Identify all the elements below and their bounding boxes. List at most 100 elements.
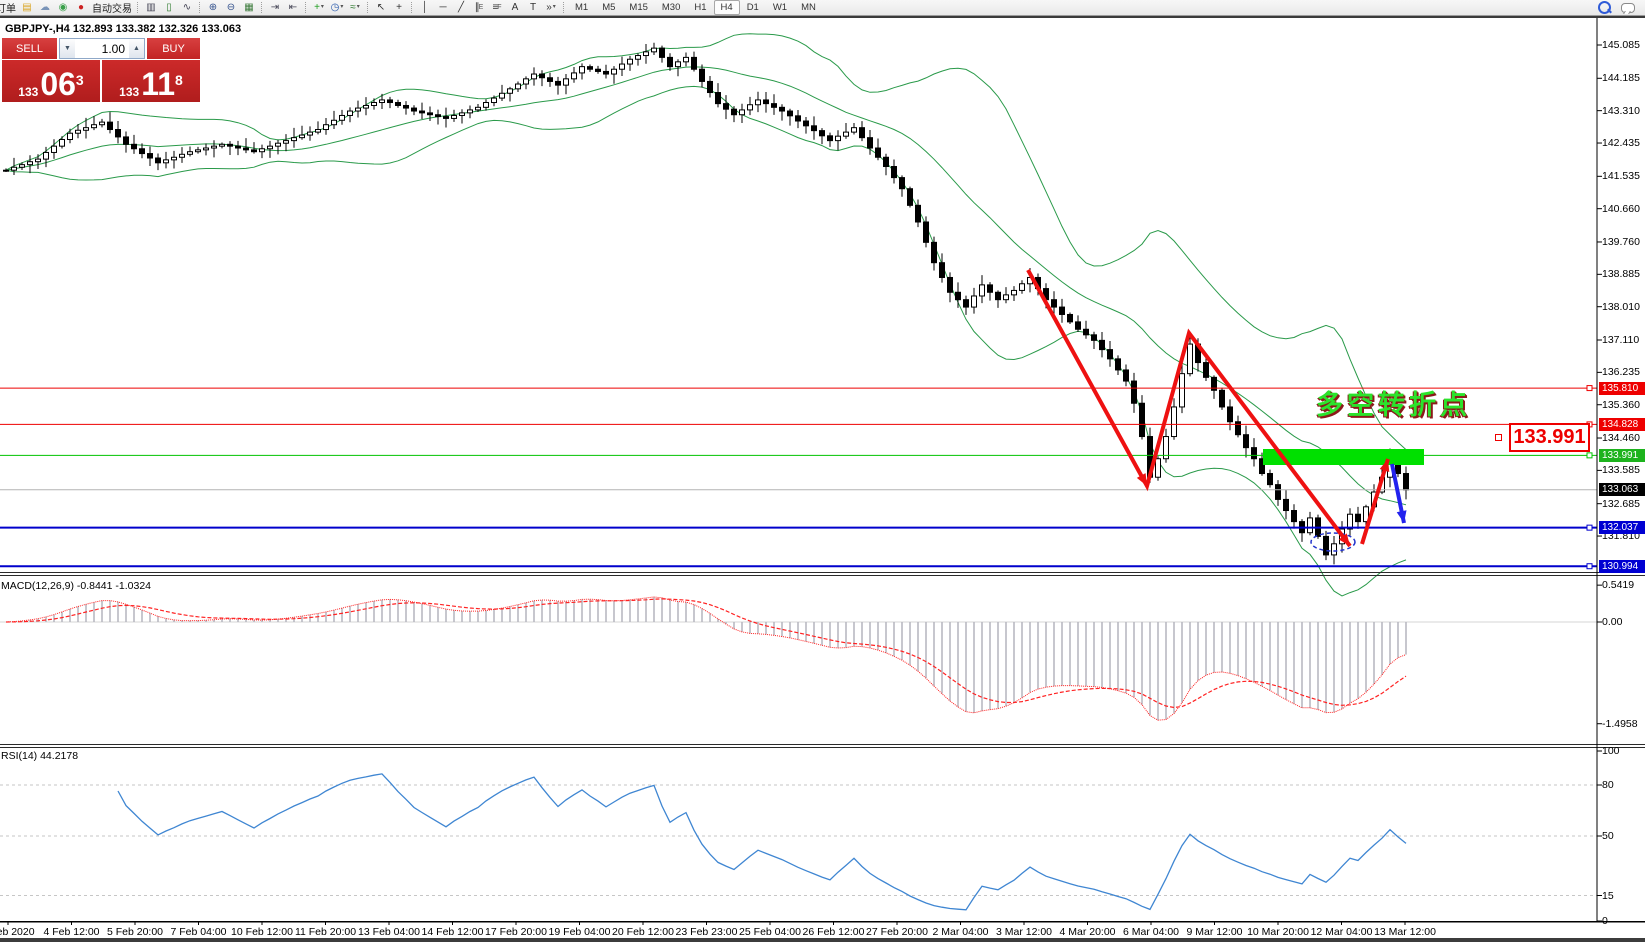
arrowhead [1136,473,1147,486]
periods-clock-icon[interactable]: ◷ ▾ [330,2,344,13]
price-tick-label: 142.435 [1602,137,1640,150]
candle-body [995,291,1001,301]
zoom-out-icon[interactable]: ⊖ [226,2,236,13]
text-label-icon[interactable]: T [529,2,537,13]
buy-price-display[interactable]: 133 11 8 [102,60,200,102]
timeframe-button-m15[interactable]: M15 [629,2,648,13]
candle-body [1203,362,1209,378]
trendline-icon[interactable]: ╱ [457,2,465,13]
bollinger-middle-band [5,66,1407,506]
candle-body [11,166,17,171]
time-axis-label: 6 Mar 04:00 [1122,926,1180,938]
toolbar-separator [199,2,201,13]
candle-body [1403,473,1409,491]
candle-body [275,142,281,147]
timeframe-button-d1[interactable]: D1 [746,2,759,13]
time-axis-label: 13 Mar 12:00 [1374,926,1436,938]
candle-body [571,72,577,80]
text-icon[interactable]: A [511,2,519,13]
candle-body [467,109,473,114]
chart-shift-icon[interactable]: ⇤ [288,2,298,13]
candle-body [691,56,697,70]
panel-separator [0,575,1645,576]
search-icon[interactable] [1595,1,1613,15]
cloud-icon[interactable]: ☁ [40,2,50,13]
timeframe-button-h4[interactable]: H4 [713,0,740,15]
candle-body [779,106,785,112]
time-axis-label: 27 Feb 20:00 [866,926,928,938]
equidistant-channel-icon[interactable]: ∥ E [474,2,484,13]
indicators-add-icon[interactable]: + ▾ [314,2,324,13]
buy-price-sup: 8 [175,72,183,88]
buy-button[interactable]: BUY [147,38,200,59]
candle-body [163,159,169,164]
candle-body [147,153,153,159]
chevron-down-icon: ▼ [64,45,71,52]
chart-annotation-text[interactable]: 多空转折点 [1316,390,1471,420]
candle-body [867,137,873,149]
candlestick-chart-icon[interactable]: ▯ [166,2,172,13]
arrows-shapes-icon[interactable]: » ▾ [546,2,556,13]
volume-decrease-button[interactable]: ▼ [60,39,75,58]
templates-icon[interactable]: ≈ ▾ [350,2,360,13]
candle-body [563,78,569,86]
candle-body [595,68,601,72]
chat-icon[interactable] [1619,1,1637,15]
timeframe-button-w1[interactable]: W1 [772,2,788,13]
candle-body [1019,283,1025,291]
timeframe-button-m5[interactable]: M5 [602,2,616,13]
red-zigzag-line [1026,269,1352,548]
timeframe-button-h1[interactable]: H1 [694,2,707,13]
line-chart-icon[interactable]: ∿ [182,2,192,13]
candle-body [1099,339,1105,351]
toolbar-separator [305,2,307,13]
price-tick-label: 141.535 [1602,170,1640,183]
candle-body [211,145,217,149]
zoom-in-icon[interactable]: ⊕ [208,2,218,13]
low-highlight-ellipse [1310,532,1356,552]
candle-body [619,63,625,70]
candle-body [483,102,489,108]
candle-body [347,110,353,116]
candle-body [1363,506,1369,523]
candle-body [627,58,633,65]
horizontal-line-icon[interactable]: ─ [439,2,447,13]
price-callout-box[interactable]: 133.991 [1509,423,1590,452]
price-tick-label: 138.010 [1602,300,1640,313]
timeframe-button-mn[interactable]: MN [801,2,816,13]
signal-icon[interactable]: ◉ [58,2,68,13]
candle-body [675,61,681,68]
support-zone-rect [1263,449,1424,465]
vertical-line-icon[interactable]: │ [421,2,429,13]
time-axis-label: 17 Feb 20:00 [485,926,547,938]
candle-body [75,129,81,134]
candle-body [931,241,937,264]
bar-chart-icon[interactable]: ▥ [146,2,156,13]
volume-input[interactable] [75,39,129,58]
crosshair-icon[interactable]: + [396,2,402,13]
timeframe-button-m30[interactable]: M30 [661,2,681,13]
bollinger-upper-band [5,33,1407,450]
price-badge: 133.063 [1599,483,1645,497]
cursor-icon[interactable]: ↖ [376,2,386,13]
rsi-axis-label: 100 [1602,745,1620,757]
auto-scroll-icon[interactable]: ⇥ [270,2,280,13]
order-menu-label[interactable]: 订单 [0,4,16,15]
tile-windows-icon[interactable]: ▦ [244,2,254,13]
candle-body [715,92,721,105]
autotrade-status-icon[interactable]: ● [77,2,85,13]
autotrade-label[interactable]: 自动交易 [92,4,132,15]
candle-body [875,147,881,158]
fibonacci-icon[interactable]: ≡ F [492,2,502,13]
volume-increase-button[interactable]: ▲ [129,39,144,58]
price-tick-label: 136.235 [1602,366,1640,379]
timeframe-button-m1[interactable]: M1 [575,2,589,13]
candle-body [91,124,97,129]
bollinger-lower-band [5,85,1407,597]
sell-price-display[interactable]: 133 06 3 [2,60,100,102]
yellow-cube-icon[interactable]: ▤ [22,2,32,13]
sell-button[interactable]: SELL [2,38,57,59]
time-axis-label: 25 Feb 04:00 [739,926,801,938]
candle-body [947,276,953,293]
